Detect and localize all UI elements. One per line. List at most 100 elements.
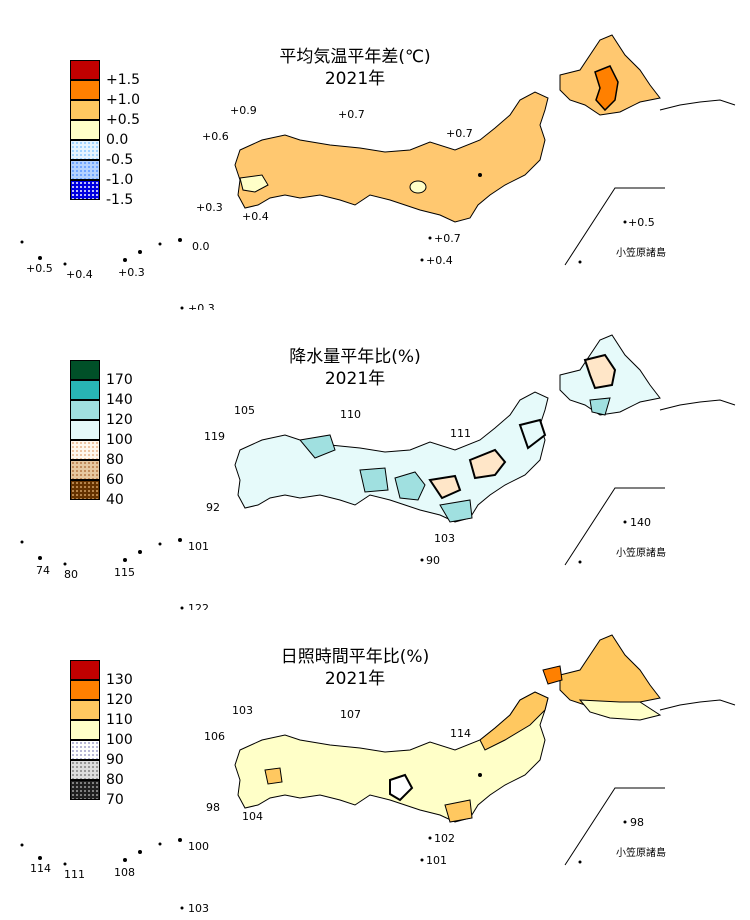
kuril-islands bbox=[659, 699, 736, 711]
legend-swatch bbox=[70, 660, 100, 680]
legend-swatch bbox=[70, 100, 100, 120]
legend-label: 140 bbox=[106, 392, 133, 408]
hokkaido-wet bbox=[589, 397, 611, 416]
legend-label: 70 bbox=[106, 792, 124, 808]
japan-mainland bbox=[234, 691, 549, 823]
legend-label: -1.5 bbox=[106, 192, 134, 208]
wet-area bbox=[299, 434, 336, 459]
wet-area bbox=[439, 499, 473, 523]
legend-swatch bbox=[70, 440, 100, 460]
value-label: +0.4 bbox=[66, 268, 93, 281]
legend-label: -1.0 bbox=[106, 172, 134, 188]
legend-label: 170 bbox=[106, 372, 133, 388]
japan-mainland bbox=[234, 391, 549, 523]
value-label: 90 bbox=[426, 554, 440, 567]
wet-area bbox=[359, 467, 389, 493]
value-label: 119 bbox=[204, 430, 225, 443]
legend-swatch bbox=[70, 700, 100, 720]
dull-area bbox=[389, 773, 414, 802]
value-label: 108 bbox=[114, 866, 135, 879]
value-label: +0.5 bbox=[26, 262, 53, 275]
legend-label: 60 bbox=[106, 472, 124, 488]
value-label: +0.7 bbox=[338, 108, 365, 121]
legend-label: -0.5 bbox=[106, 152, 134, 168]
ogasawara-label: 小笠原諸島 bbox=[616, 246, 666, 259]
map-title: 平均気温平年差(℃) bbox=[279, 47, 431, 67]
sunshine-map: 103 107 106 114 98 104 102 101 98 100 11… bbox=[20, 634, 736, 915]
value-label: 74 bbox=[36, 564, 50, 577]
legend-swatch bbox=[70, 120, 100, 140]
legend-swatch bbox=[70, 740, 100, 760]
value-label: 110 bbox=[340, 408, 361, 421]
value-label: +0.7 bbox=[446, 127, 473, 140]
legend-swatch bbox=[70, 420, 100, 440]
legend-label: 80 bbox=[106, 452, 124, 468]
hokkaido-warm-core bbox=[594, 65, 619, 112]
value-label: 105 bbox=[234, 404, 255, 417]
value-label: +0.3 bbox=[196, 201, 223, 214]
value-label: 106 bbox=[204, 730, 225, 743]
value-label: 111 bbox=[450, 427, 471, 440]
value-label: +0.3 bbox=[188, 302, 215, 310]
value-label: 92 bbox=[206, 501, 220, 514]
value-label: 140 bbox=[630, 516, 651, 529]
legend-label: 120 bbox=[106, 692, 133, 708]
value-label: 101 bbox=[188, 540, 209, 553]
hokkaido bbox=[559, 634, 661, 716]
value-label: 80 bbox=[64, 568, 78, 581]
legend-swatch bbox=[70, 400, 100, 420]
hokkaido-peak bbox=[542, 665, 563, 685]
hokkaido-south bbox=[578, 699, 662, 721]
legend-label: +1.0 bbox=[106, 92, 140, 108]
legend-swatch bbox=[70, 60, 100, 80]
shikoku-white bbox=[239, 174, 269, 193]
value-label: +0.3 bbox=[118, 266, 145, 279]
value-label: 115 bbox=[114, 566, 135, 579]
map-year: 2021年 bbox=[324, 369, 386, 389]
value-label: +0.4 bbox=[242, 210, 269, 223]
sunny-area bbox=[264, 767, 283, 785]
legend-label: 90 bbox=[106, 752, 124, 768]
sunshine-panel: 103 107 106 114 98 104 102 101 98 100 11… bbox=[0, 600, 750, 915]
legend-swatch bbox=[70, 380, 100, 400]
value-label: 0.0 bbox=[192, 240, 210, 253]
map-year: 2021年 bbox=[324, 69, 386, 89]
panel-title: 日照時間平年比(%) 2021年 bbox=[281, 646, 429, 690]
value-label: 98 bbox=[206, 801, 220, 814]
legend-swatch bbox=[70, 480, 100, 500]
value-label: 103 bbox=[188, 902, 209, 915]
value-label: 103 bbox=[232, 704, 253, 717]
legend-label: +1.5 bbox=[106, 72, 140, 88]
legend-label: 130 bbox=[106, 672, 133, 688]
legend-swatch bbox=[70, 780, 100, 800]
dry-area bbox=[428, 474, 462, 500]
southwest-islands bbox=[20, 773, 627, 910]
kuril-islands bbox=[659, 99, 736, 111]
sunny-area bbox=[479, 691, 549, 751]
value-label: 98 bbox=[630, 816, 644, 829]
value-label: 111 bbox=[64, 868, 85, 881]
value-label: 114 bbox=[450, 727, 471, 740]
southwest-islands bbox=[20, 173, 627, 310]
map-title: 日照時間平年比(%) bbox=[280, 647, 430, 667]
wet-area bbox=[394, 471, 426, 501]
value-label: 107 bbox=[340, 708, 361, 721]
legend-swatch bbox=[70, 160, 100, 180]
precipitation-panel: 105 110 119 111 92 103 90 140 74 80 115 … bbox=[0, 300, 750, 610]
value-label: 100 bbox=[188, 840, 209, 853]
southwest-islands bbox=[20, 520, 627, 610]
legend-label: 80 bbox=[106, 772, 124, 788]
value-label: +0.5 bbox=[628, 216, 655, 229]
value-label: 122 bbox=[188, 602, 209, 610]
temperature-map: +0.9 +0.7 +0.6 +0.7 +0.3 +0.4 +0.7 +0.4 … bbox=[20, 34, 736, 310]
ogasawara-frame bbox=[564, 187, 665, 266]
ogasawara-label: 小笠原諸島 bbox=[616, 546, 666, 559]
legend-label: 100 bbox=[106, 732, 133, 748]
japan-mainland bbox=[234, 91, 549, 223]
kuril-islands bbox=[659, 399, 736, 411]
wet-contour bbox=[518, 418, 547, 450]
value-label: +0.6 bbox=[202, 130, 229, 143]
legend-swatch bbox=[70, 80, 100, 100]
dry-area bbox=[468, 448, 507, 480]
legend-label: 0.0 bbox=[106, 132, 129, 148]
